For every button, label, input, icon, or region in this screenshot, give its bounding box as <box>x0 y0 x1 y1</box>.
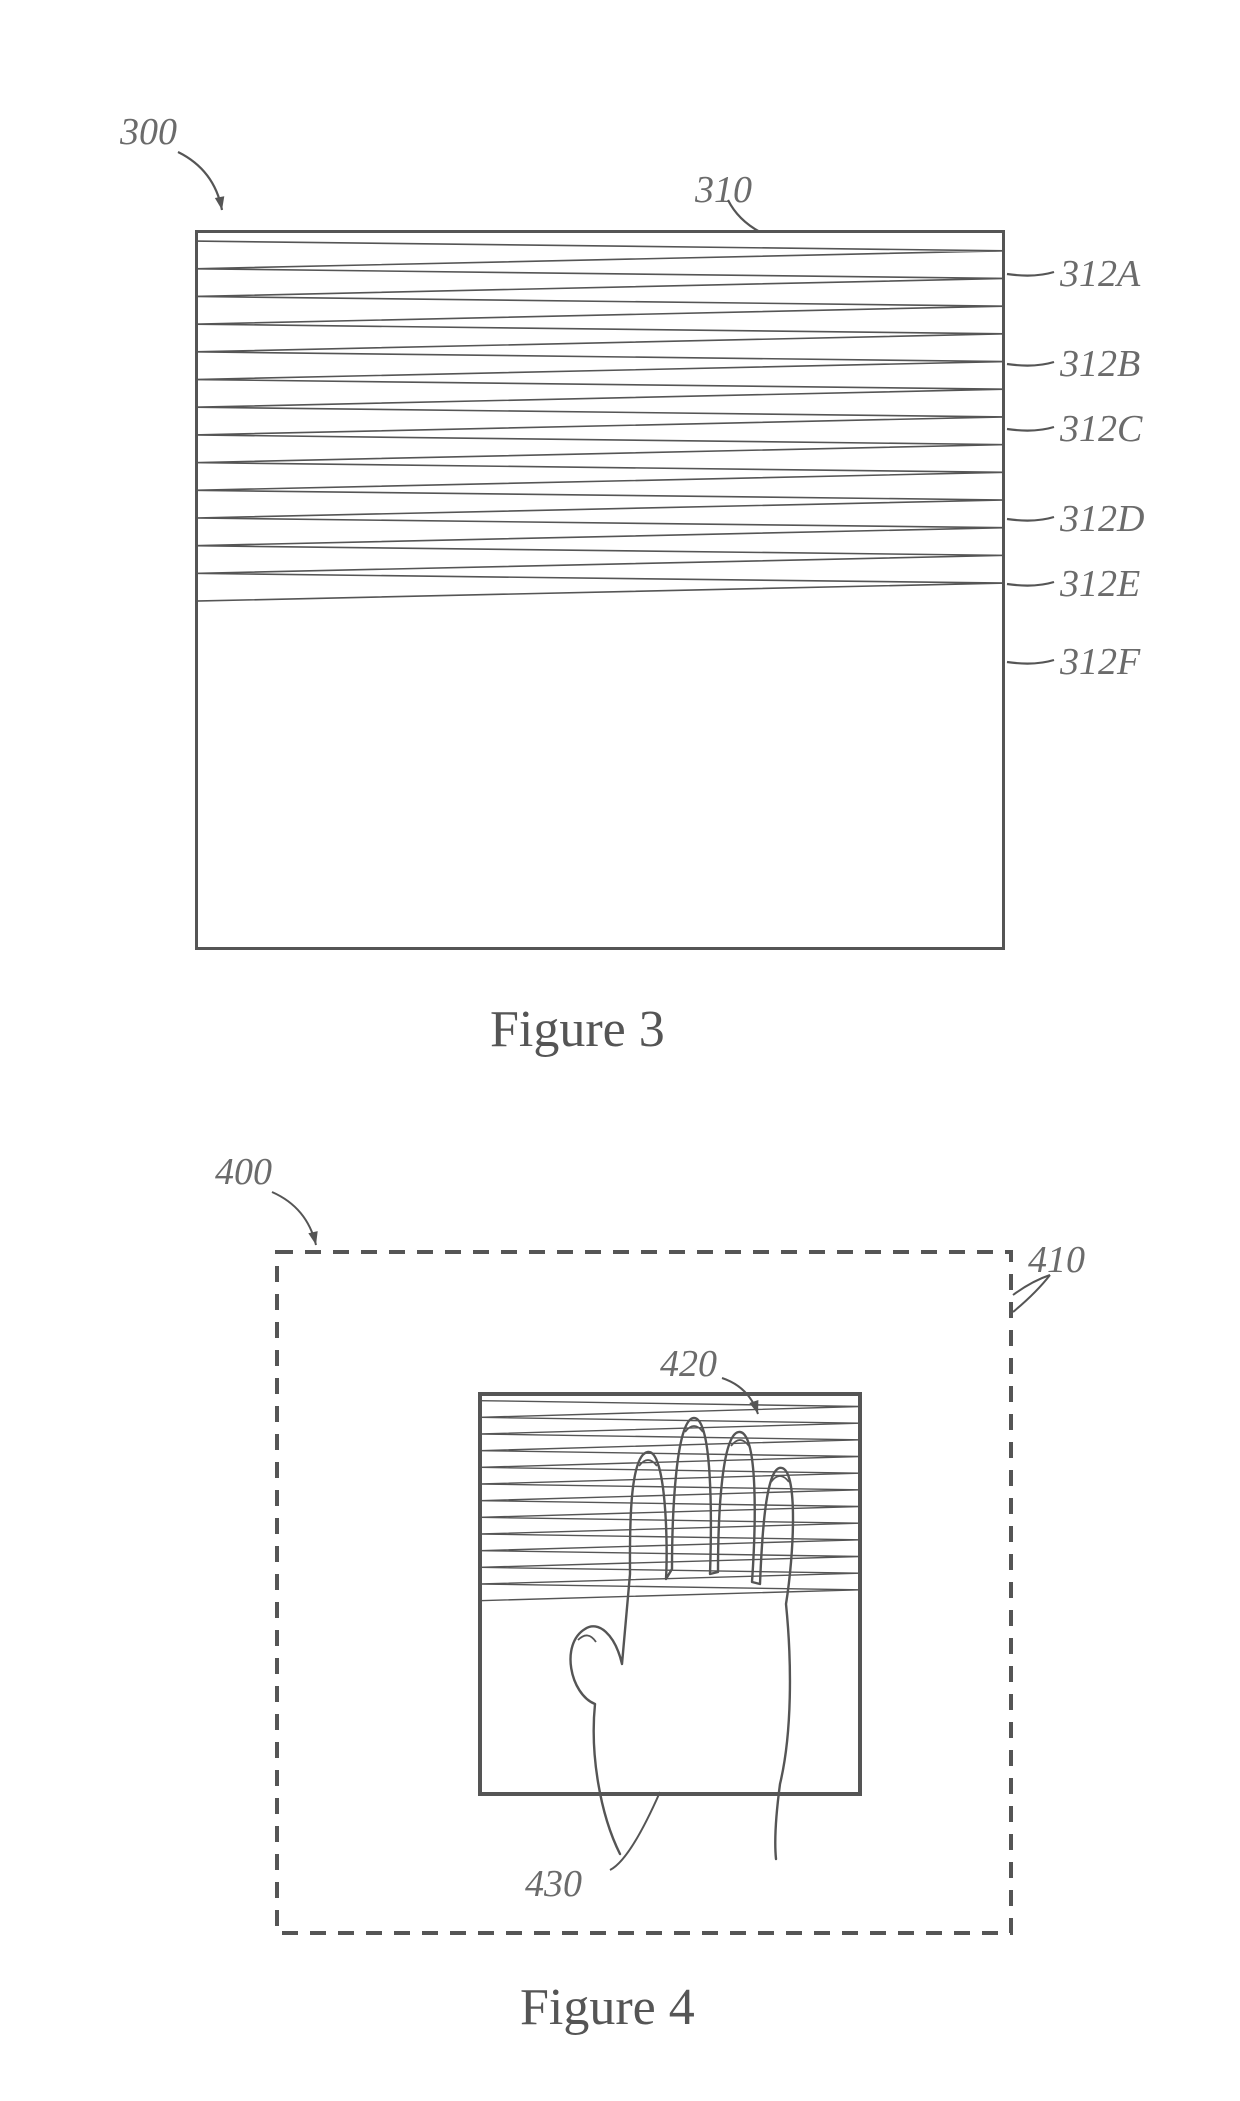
fig3-raster-zigzag <box>195 230 1005 950</box>
fig4-caption: Figure 4 <box>520 1978 695 2037</box>
fig3-row-label: 312C <box>1060 407 1142 451</box>
fig3-scan-box <box>195 230 1005 950</box>
fig4-hand-label: 430 <box>525 1862 582 1906</box>
fig4-hand-scan <box>480 1394 860 1794</box>
fig4-outer-label: 410 <box>1028 1238 1085 1282</box>
fig3-box-label: 310 <box>695 168 752 212</box>
fig3-row-label: 312D <box>1060 497 1144 541</box>
fig4-ref-label: 400 <box>215 1150 272 1194</box>
fig3-row-label: 312F <box>1060 640 1140 684</box>
fig4-hand-leader <box>0 0 1 1</box>
patent-figure-page: 300 310 312A 312B 312C 312D 312E 312F Figure … <box>0 0 1240 2101</box>
fig4-inner-scan-box <box>480 1394 860 1794</box>
fig3-caption: Figure 3 <box>490 1000 665 1059</box>
fig3-row-label: 312B <box>1060 342 1140 386</box>
fig3-row-label: 312A <box>1060 252 1140 296</box>
fig3-ref-label: 300 <box>120 110 177 154</box>
fig3-row-label: 312E <box>1060 562 1140 606</box>
